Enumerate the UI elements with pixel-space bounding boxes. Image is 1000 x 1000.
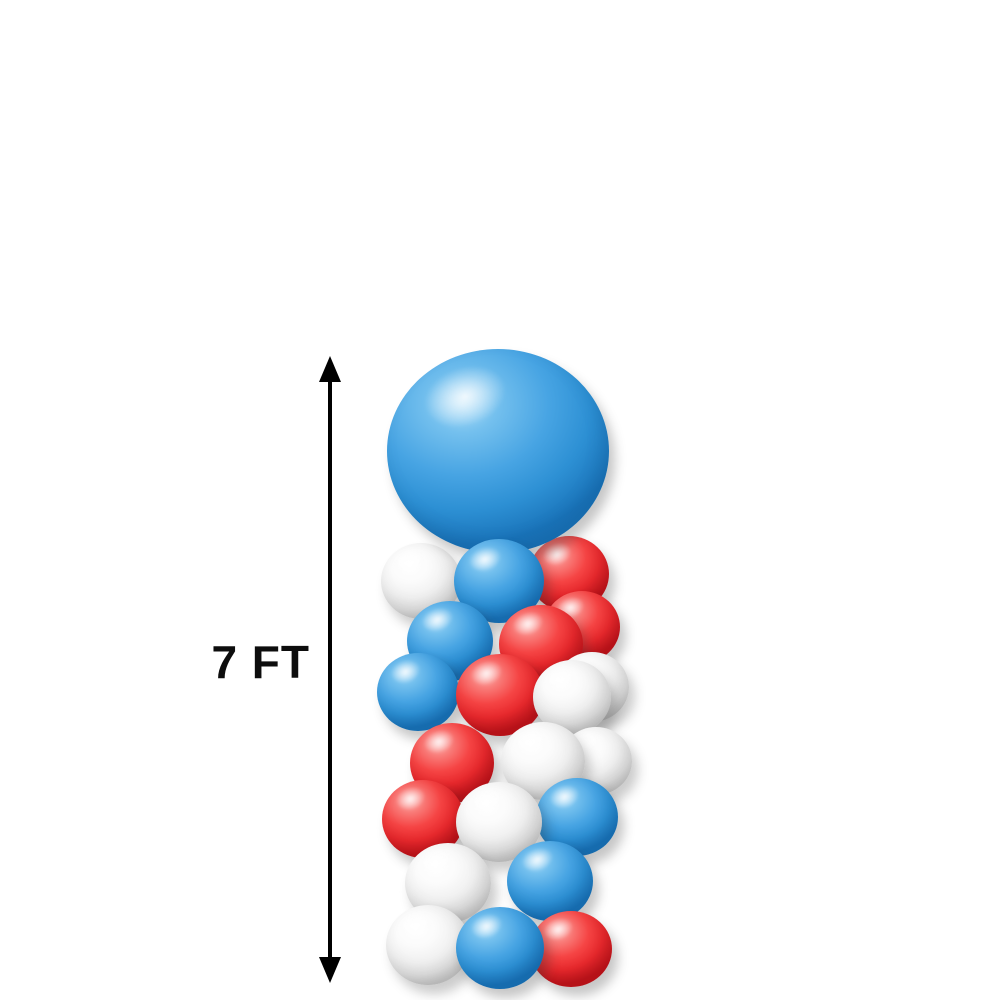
- arrow-up-icon: [319, 356, 341, 382]
- arrow-shaft: [328, 376, 332, 963]
- balloon-blue: [456, 907, 544, 989]
- balloon-blue: [507, 841, 593, 921]
- height-label: 7 FT: [211, 636, 310, 688]
- arrow-down-icon: [319, 957, 341, 983]
- height-arrow: [318, 356, 342, 983]
- topper-balloon: [387, 349, 609, 553]
- balloon-red: [456, 654, 544, 736]
- balloon-blue: [377, 653, 459, 731]
